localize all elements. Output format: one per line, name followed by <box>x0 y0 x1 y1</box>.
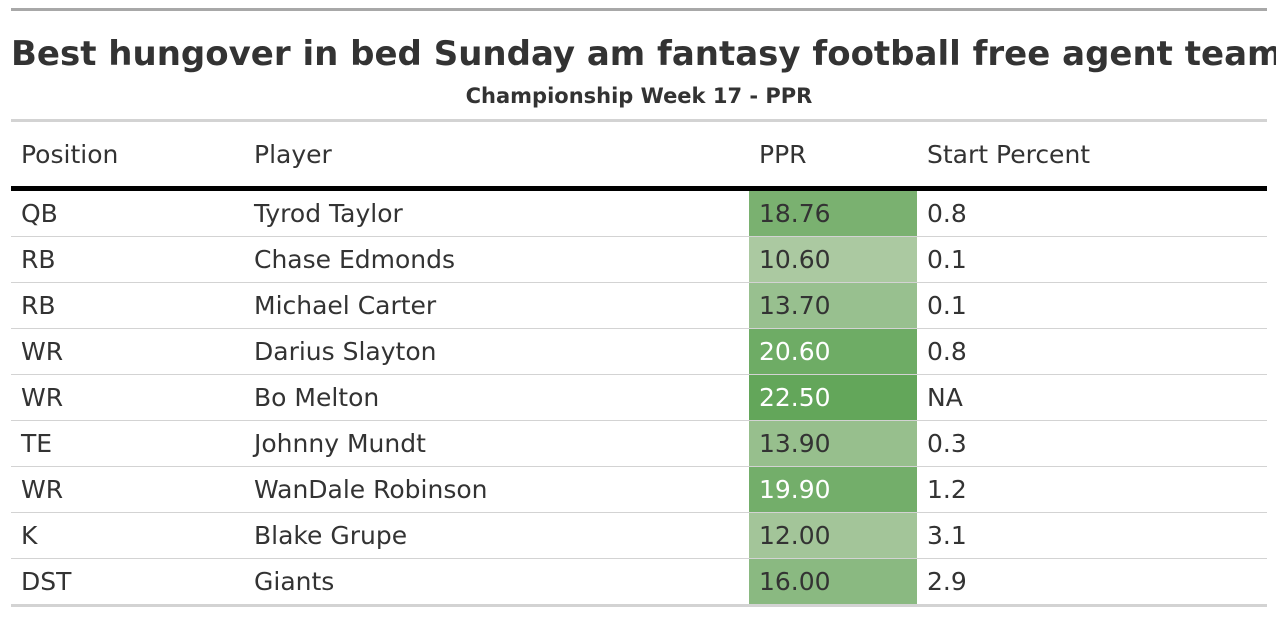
cell-start-percent: NA <box>917 374 1267 421</box>
table-row: WR WanDale Robinson 19.90 1.2 <box>11 466 1267 513</box>
cell-player: Bo Melton <box>244 374 749 421</box>
header-row: Position Player PPR Start Percent <box>11 122 1267 191</box>
subtitle-rule <box>11 119 1267 122</box>
cell-start-percent: 0.3 <box>917 420 1267 467</box>
cell-ppr: 20.60 <box>749 328 917 375</box>
header-start-percent: Start Percent <box>917 122 1267 191</box>
cell-player: Giants <box>244 558 749 607</box>
cell-ppr: 10.60 <box>749 236 917 283</box>
table-row: RB Chase Edmonds 10.60 0.1 <box>11 236 1267 283</box>
cell-start-percent: 1.2 <box>917 466 1267 513</box>
top-rule <box>11 8 1267 11</box>
cell-player: Johnny Mundt <box>244 420 749 467</box>
cell-player: Darius Slayton <box>244 328 749 375</box>
cell-position: WR <box>11 328 244 375</box>
cell-position: RB <box>11 236 244 283</box>
player-table: Position Player PPR Start Percent QB Tyr… <box>11 122 1267 607</box>
cell-player: Chase Edmonds <box>244 236 749 283</box>
cell-player: Tyrod Taylor <box>244 188 749 237</box>
cell-start-percent: 0.1 <box>917 236 1267 283</box>
cell-start-percent: 2.9 <box>917 558 1267 607</box>
cell-position: K <box>11 512 244 559</box>
header-position: Position <box>11 122 244 191</box>
table-container: Best hungover in bed Sunday am fantasy f… <box>11 8 1276 607</box>
table-body: QB Tyrod Taylor 18.76 0.8 RB Chase Edmon… <box>11 188 1267 607</box>
cell-ppr: 16.00 <box>749 558 917 607</box>
cell-ppr: 19.90 <box>749 466 917 513</box>
cell-start-percent: 0.1 <box>917 282 1267 329</box>
cell-player: WanDale Robinson <box>244 466 749 513</box>
table-row: RB Michael Carter 13.70 0.1 <box>11 282 1267 329</box>
cell-ppr: 13.90 <box>749 420 917 467</box>
cell-player: Michael Carter <box>244 282 749 329</box>
cell-ppr: 13.70 <box>749 282 917 329</box>
cell-ppr: 12.00 <box>749 512 917 559</box>
table-row: WR Bo Melton 22.50 NA <box>11 374 1267 421</box>
cell-player: Blake Grupe <box>244 512 749 559</box>
header-player: Player <box>244 122 749 191</box>
table-row: K Blake Grupe 12.00 3.1 <box>11 512 1267 559</box>
cell-ppr: 22.50 <box>749 374 917 421</box>
cell-position: WR <box>11 374 244 421</box>
cell-position: DST <box>11 558 244 607</box>
table-row: DST Giants 16.00 2.9 <box>11 558 1267 607</box>
cell-position: RB <box>11 282 244 329</box>
table-row: WR Darius Slayton 20.60 0.8 <box>11 328 1267 375</box>
header-ppr: PPR <box>749 122 917 191</box>
table-subtitle: Championship Week 17 - PPR <box>465 84 813 108</box>
cell-start-percent: 3.1 <box>917 512 1267 559</box>
cell-position: WR <box>11 466 244 513</box>
cell-start-percent: 0.8 <box>917 328 1267 375</box>
cell-start-percent: 0.8 <box>917 188 1267 237</box>
cell-position: TE <box>11 420 244 467</box>
table-row: TE Johnny Mundt 13.90 0.3 <box>11 420 1267 467</box>
table-title: Best hungover in bed Sunday am fantasy f… <box>11 34 1276 74</box>
table-row: QB Tyrod Taylor 18.76 0.8 <box>11 188 1267 237</box>
cell-ppr: 18.76 <box>749 188 917 237</box>
cell-position: QB <box>11 188 244 237</box>
